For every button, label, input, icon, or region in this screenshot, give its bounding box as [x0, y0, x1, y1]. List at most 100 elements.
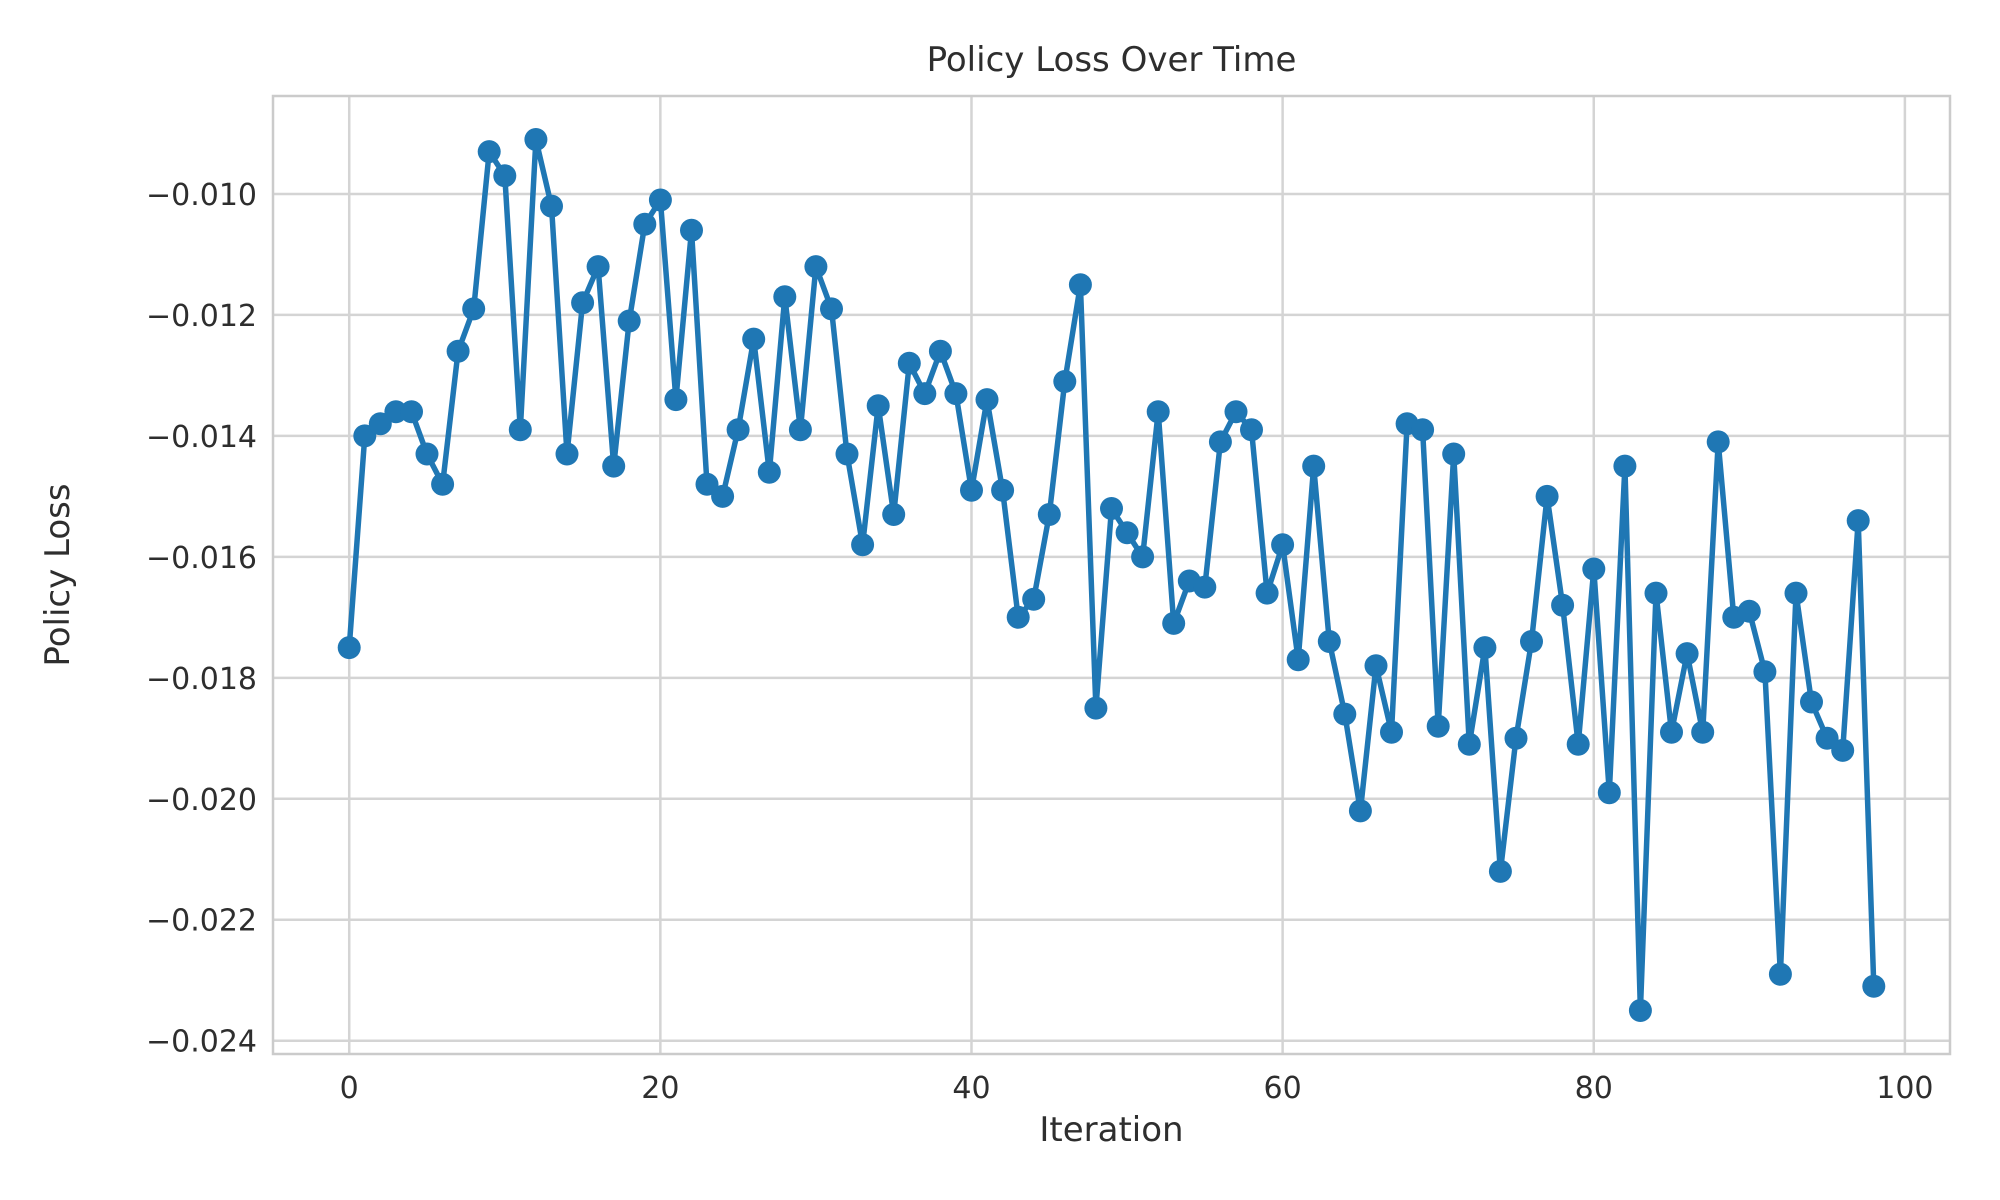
x-tick-label: 40: [952, 1071, 990, 1106]
data-point: [493, 164, 517, 188]
data-point: [1768, 962, 1792, 986]
data-point: [1193, 575, 1217, 599]
data-point: [477, 140, 501, 164]
y-tick-label: −0.016: [146, 541, 257, 576]
data-point: [1691, 720, 1715, 744]
data-point: [1520, 630, 1543, 653]
y-axis-label: Policy Loss: [38, 483, 78, 667]
data-point: [742, 327, 766, 351]
data-point: [680, 218, 703, 242]
data-point: [664, 388, 688, 412]
data-point: [695, 472, 719, 496]
data-point: [1411, 418, 1435, 442]
data-point: [1784, 581, 1808, 605]
data-point: [1208, 430, 1232, 454]
data-point: [1800, 690, 1823, 714]
data-point: [1348, 799, 1372, 823]
data-point: [415, 442, 439, 466]
data-point: [975, 388, 999, 412]
data-point: [726, 418, 750, 442]
data-point: [711, 484, 735, 508]
data-point: [1862, 974, 1886, 998]
data-point: [431, 472, 455, 496]
data-point: [602, 454, 626, 478]
data-point: [446, 339, 470, 363]
data-point: [1162, 611, 1186, 635]
data-point: [1582, 557, 1606, 581]
data-point: [337, 636, 361, 660]
data-point: [1831, 738, 1855, 762]
x-tick-label: 20: [641, 1071, 679, 1106]
data-point: [1053, 370, 1077, 393]
data-point: [757, 460, 781, 484]
chart-title: Policy Loss Over Time: [926, 40, 1297, 80]
data-line: [346, 136, 1877, 1014]
data-point: [524, 128, 548, 151]
data-point: [820, 297, 843, 321]
data-point: [1613, 454, 1637, 478]
data-point: [1006, 605, 1030, 629]
data-point: [1457, 732, 1481, 756]
y-tick-label: −0.024: [146, 1025, 257, 1060]
data-point: [991, 478, 1015, 502]
data-point: [1255, 581, 1279, 605]
y-tick-label: −0.014: [146, 420, 257, 455]
data-point: [1566, 732, 1590, 756]
data-point: [1115, 521, 1139, 545]
data-point: [960, 478, 983, 502]
data-point: [1675, 642, 1699, 666]
data-point: [555, 442, 579, 466]
y-tick-label: −0.022: [146, 904, 257, 939]
data-point: [1644, 581, 1668, 605]
data-point: [1068, 273, 1092, 297]
y-tick-label: −0.012: [146, 299, 257, 334]
data-point: [1504, 726, 1528, 750]
data-point: [1302, 454, 1326, 478]
data-point: [1037, 503, 1061, 526]
data-point: [1551, 593, 1575, 617]
data-point: [1815, 726, 1839, 750]
x-axis-label: Iteration: [1039, 1110, 1184, 1150]
data-point: [586, 255, 610, 279]
data-point: [1706, 430, 1730, 454]
data-point: [882, 503, 906, 526]
data-point: [648, 188, 672, 212]
data-point: [835, 442, 859, 466]
y-tick-label: −0.020: [146, 783, 257, 818]
data-point: [1240, 418, 1263, 442]
x-tick-label: 0: [340, 1071, 359, 1106]
data-point: [353, 424, 377, 448]
data-point: [1473, 636, 1497, 660]
data-point: [773, 285, 797, 309]
data-point: [1022, 587, 1046, 611]
data-point: [617, 309, 641, 333]
data-point: [368, 412, 392, 436]
x-tick-label: 80: [1575, 1071, 1613, 1106]
data-point: [1271, 533, 1295, 557]
data-point: [928, 339, 952, 363]
data-point: [633, 212, 657, 236]
data-point: [1084, 696, 1108, 720]
data-point: [1628, 999, 1652, 1022]
x-tick-label: 100: [1876, 1071, 1933, 1106]
data-point: [1333, 702, 1357, 726]
data-point: [866, 394, 890, 418]
data-point: [1224, 400, 1248, 424]
data-point: [571, 291, 595, 315]
data-point: [1737, 599, 1761, 623]
data-point: [1146, 400, 1170, 424]
data-point: [913, 382, 937, 406]
data-point: [508, 418, 532, 442]
y-tick-label: −0.010: [146, 178, 257, 213]
data-point: [851, 533, 875, 557]
data-point: [1380, 720, 1403, 744]
data-point: [1100, 497, 1123, 520]
data-point: [1597, 781, 1621, 805]
data-point: [1426, 714, 1450, 738]
axes-spines: [271, 94, 1952, 1056]
data-point: [1442, 442, 1466, 466]
data-point: [1753, 660, 1777, 684]
data-point: [944, 382, 968, 406]
